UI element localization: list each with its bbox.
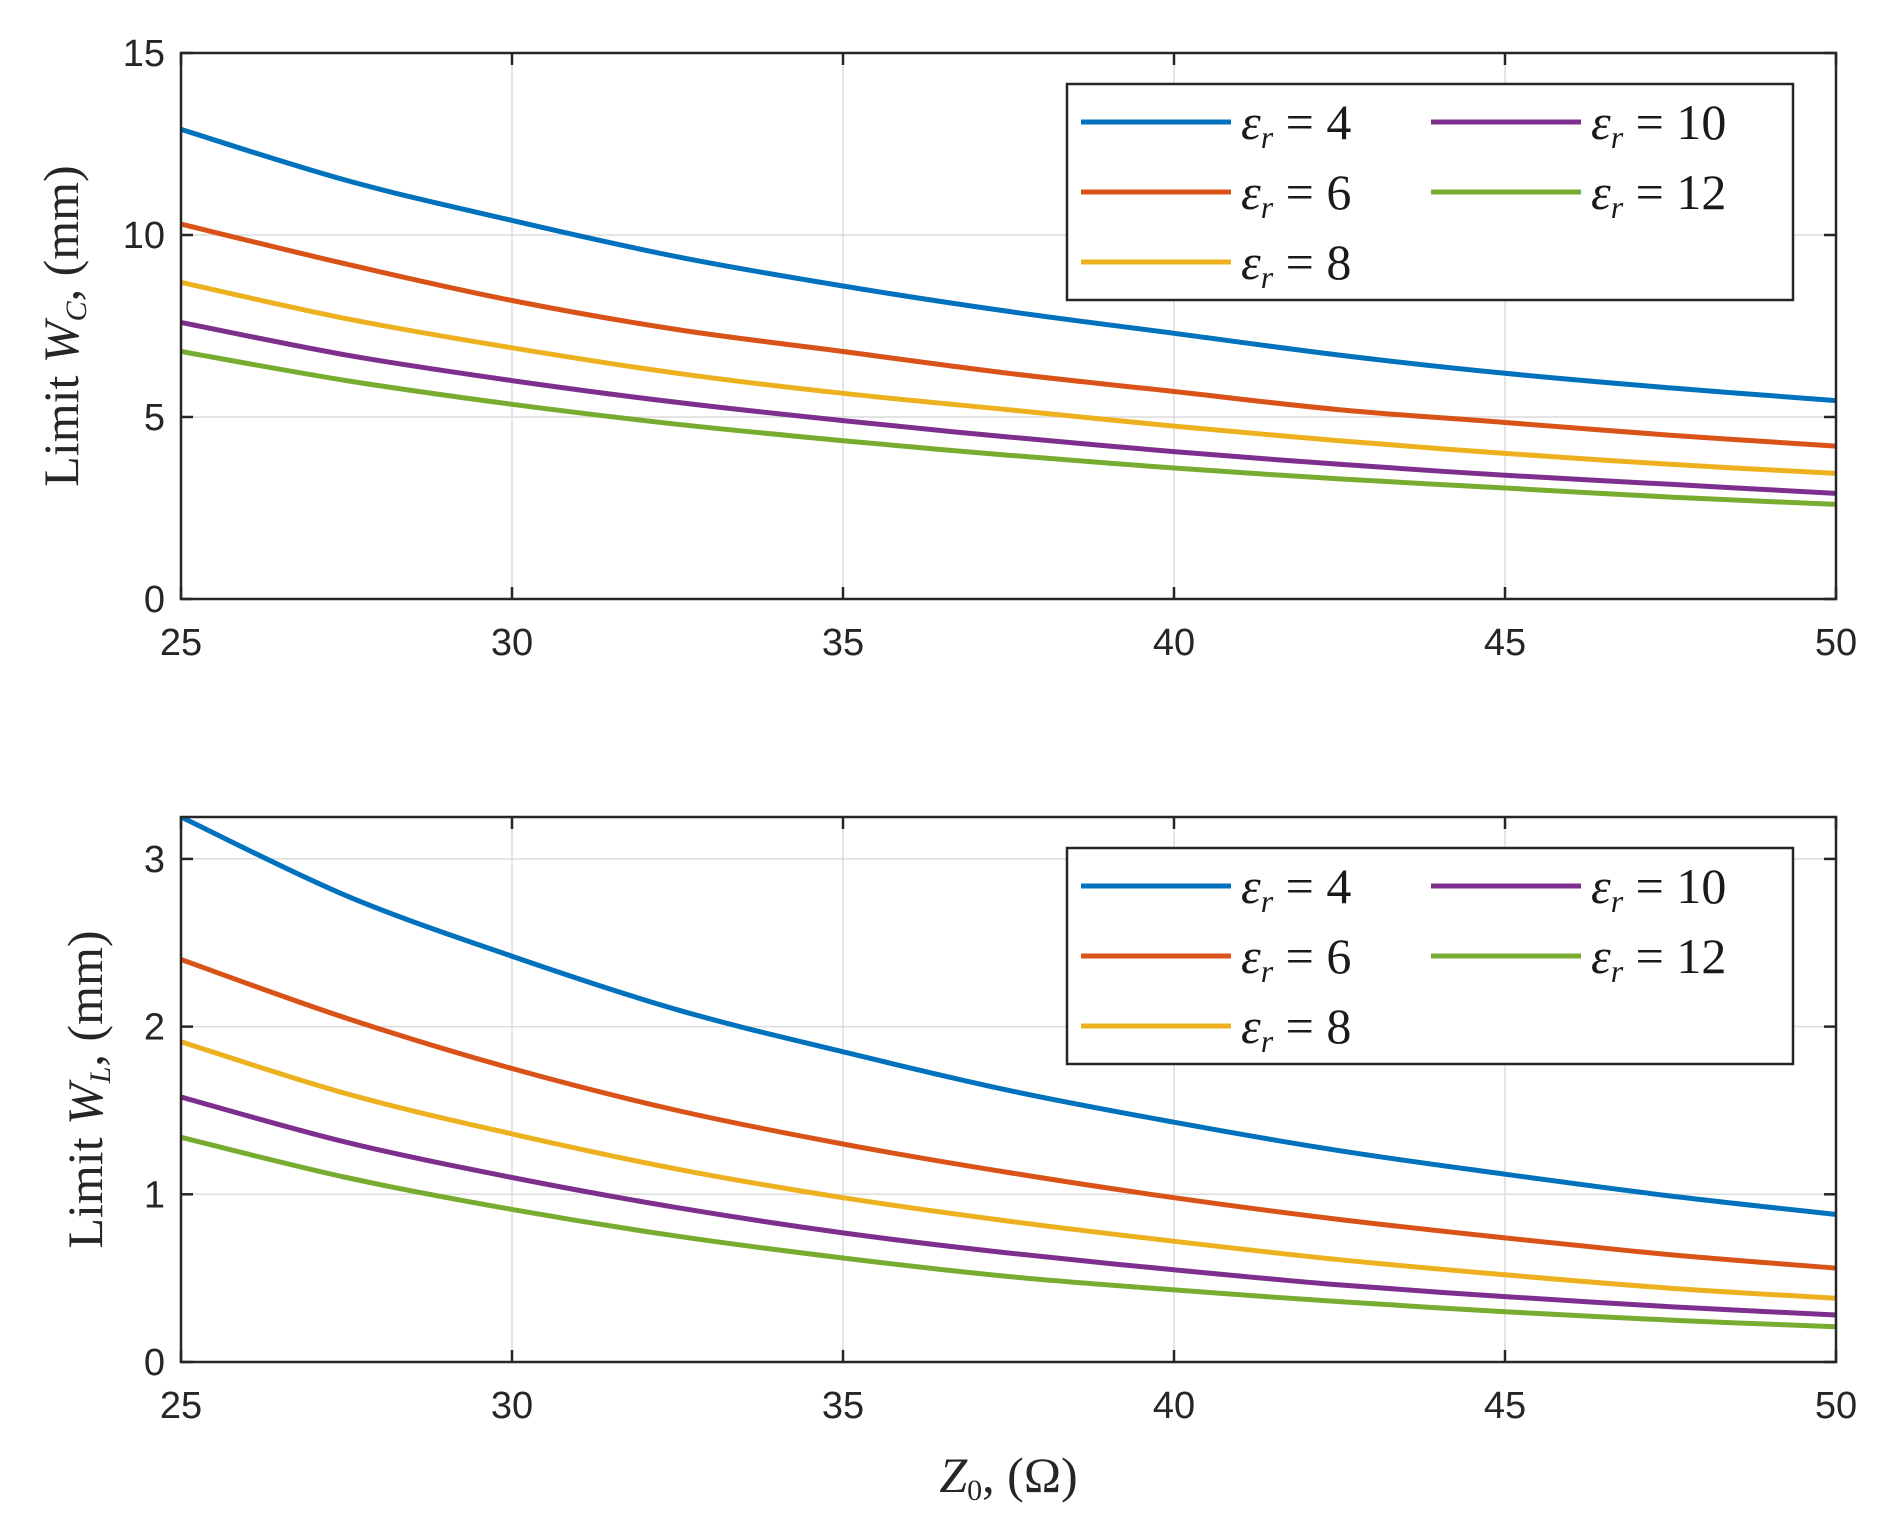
series-line-er-6 [181,957,1836,1271]
x-tick-label: 35 [822,1385,864,1427]
chart-panel-2: 25 30 35 40 45 50 0 1 2 3 Limit WL, (mm) Z0, (Ω) εr … [57,815,1857,1507]
legend-label-er-8: εr = 8 [1241,998,1351,1059]
x-tick-label: 40 [1153,1385,1195,1427]
y-tick-label: 1 [144,1174,165,1216]
y-tick-label: 3 [144,839,165,881]
series-line-er-12 [181,349,1836,507]
series-line-er-6 [181,221,1836,449]
series-line-er-8 [181,279,1836,476]
legend-label-er-6: εr = 6 [1241,164,1351,225]
legend-label-er-10: εr = 10 [1591,94,1726,155]
x-tick-label: 25 [160,622,202,664]
x-tick-label: 35 [822,622,864,664]
y-axis-label: Limit WC, (mm) [33,165,93,486]
legend-label-er-10: εr = 10 [1591,858,1726,919]
legend-label-er-12: εr = 12 [1591,928,1726,989]
legend: εr = 4 εr = 6 εr = 8 εr = 10 εr = 12 [1065,846,1795,1066]
series-line-er-4 [181,126,1836,404]
x-tick-label: 50 [1815,622,1857,664]
axes-box [179,815,1838,1364]
series-line-er-8 [181,1039,1836,1301]
axes-box [179,51,1838,601]
x-tick-label: 30 [491,1385,533,1427]
x-tick-label: 45 [1484,622,1526,664]
legend-label-er-4: εr = 4 [1241,858,1351,919]
series-group [181,817,1836,1330]
y-tick-label: 10 [123,215,165,257]
x-axis-label: Z0, (Ω) [939,1447,1077,1507]
x-tick-label: 25 [160,1385,202,1427]
legend: εr = 4 εr = 6 εr = 8 εr = 10 εr = 12 [1065,82,1795,302]
series-line-er-4 [181,817,1836,1217]
legend-label-er-6: εr = 6 [1241,928,1351,989]
series-line-er-12 [181,1134,1836,1330]
legend-label-er-8: εr = 8 [1241,234,1351,295]
x-tick-label: 30 [491,622,533,664]
y-tick-label: 0 [144,1342,165,1384]
legend-label-er-4: εr = 4 [1241,94,1351,155]
series-line-er-10 [181,1094,1836,1318]
x-tick-label: 45 [1484,1385,1526,1427]
x-tick-label: 50 [1815,1385,1857,1427]
y-tick-label: 15 [123,33,165,75]
x-tick-label: 40 [1153,622,1195,664]
legend-label-er-12: εr = 12 [1591,164,1726,225]
series-line-er-10 [181,319,1836,496]
series-group [181,126,1836,507]
y-tick-label: 2 [144,1007,165,1049]
y-axis-label: Limit WL, (mm) [57,930,117,1248]
y-tick-label: 5 [144,397,165,439]
y-tick-label: 0 [144,579,165,621]
